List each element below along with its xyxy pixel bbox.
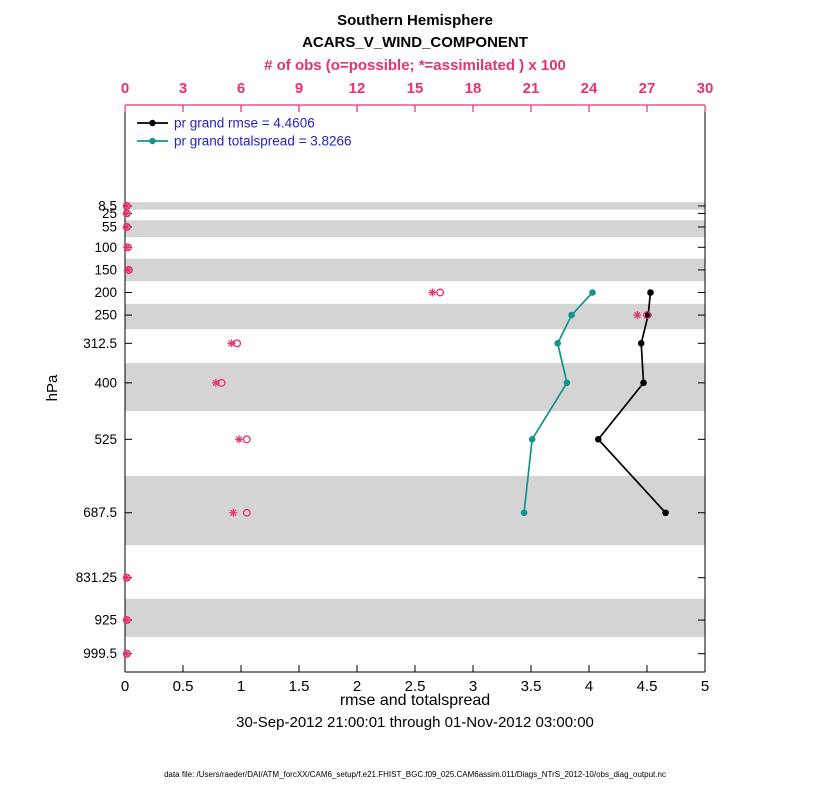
x-tick-label: 1 bbox=[237, 678, 245, 695]
possible-obs-marker bbox=[242, 435, 251, 444]
x-tick-label: 1.5 bbox=[289, 678, 310, 695]
possible-obs-marker bbox=[436, 288, 445, 297]
pressure-bands bbox=[125, 202, 705, 637]
pressure-band bbox=[125, 220, 705, 238]
x-tick-label: 2 bbox=[353, 678, 361, 695]
possible-obs-marker bbox=[242, 508, 251, 517]
x-tick-label: 5 bbox=[701, 678, 709, 695]
assimilated-obs-marker bbox=[235, 435, 244, 444]
obs-tick-label: 6 bbox=[237, 80, 245, 97]
chart-subtitle: ACARS_V_WIND_COMPONENT bbox=[302, 34, 528, 51]
assimilated-obs-marker bbox=[122, 649, 131, 658]
legend: pr grand rmse = 4.4606 pr grand totalspre… bbox=[137, 116, 352, 149]
pressure-tick-label: 312.5 bbox=[83, 336, 117, 351]
obs-tick-label: 3 bbox=[179, 80, 187, 97]
totalspread-point bbox=[554, 340, 561, 347]
x-tick-label: 4 bbox=[585, 678, 593, 695]
pressure-tick-label: 55 bbox=[102, 219, 117, 234]
pressure-band bbox=[125, 476, 705, 546]
pressure-band bbox=[125, 598, 705, 637]
rmse-point bbox=[637, 340, 645, 347]
obs-tick-label: 18 bbox=[465, 80, 482, 97]
legend-rmse-label: pr grand rmse = 4.4606 bbox=[174, 116, 315, 131]
obs-tick-label: 12 bbox=[349, 80, 366, 97]
assimilated-obs-marker bbox=[122, 201, 131, 210]
totalspread-point bbox=[568, 311, 575, 319]
pressure-tick-label: 400 bbox=[94, 375, 117, 390]
pressure-tick-label: 525 bbox=[94, 432, 117, 447]
legend-rmse-marker bbox=[149, 119, 156, 127]
pressure-tick-label: 150 bbox=[94, 262, 117, 277]
rmse-point bbox=[594, 436, 602, 443]
obs-axis-ticks: 0 3 6 9 12 15 18 21 24 27 30 bbox=[121, 80, 714, 112]
legend-spread-label: pr grand totalspread = 3.8266 bbox=[174, 134, 352, 149]
possible-obs-marker bbox=[643, 311, 651, 320]
pressure-tick-label: 200 bbox=[94, 285, 117, 300]
obs-tick-label: 15 bbox=[407, 80, 424, 97]
pressure-tick-label: 250 bbox=[94, 308, 117, 323]
assimilated-obs-marker bbox=[122, 222, 131, 231]
assimilated-obs-marker bbox=[229, 508, 238, 517]
x-tick-label: 3.5 bbox=[521, 678, 542, 695]
obs-tick-label: 21 bbox=[523, 80, 540, 97]
pressure-tick-label: 100 bbox=[94, 240, 117, 255]
totalspread-point bbox=[589, 289, 596, 296]
pressure-tick-label: 8.5 bbox=[98, 198, 117, 213]
pressure-tick-label: 925 bbox=[94, 613, 117, 628]
assimilated-obs-marker bbox=[428, 288, 437, 297]
obs-count-markers bbox=[122, 201, 651, 658]
pressure-tick-label: 687.5 bbox=[83, 505, 117, 520]
x-axis-ticks: 0 0.5 1 1.5 2 2.5 3 3.5 4 4.5 5 bbox=[121, 665, 709, 695]
obs-tick-label: 0 bbox=[121, 80, 129, 97]
pressure-tick-label: 999.5 bbox=[83, 646, 117, 661]
assimilated-obs-marker bbox=[633, 311, 642, 320]
pressure-band bbox=[125, 258, 705, 282]
pressure-band bbox=[125, 303, 705, 330]
rmse-point bbox=[640, 379, 647, 387]
obs-tick-label: 27 bbox=[639, 80, 656, 97]
chart-title: Southern Hemisphere bbox=[337, 12, 493, 29]
rmse-line bbox=[597, 292, 667, 514]
timespan-label: 30-Sep-2012 21:00:01 through 01-Nov-2012… bbox=[236, 714, 594, 731]
obs-tick-label: 24 bbox=[581, 80, 598, 97]
obs-axis-title: # of obs (o=possible; *=assimilated ) x … bbox=[264, 57, 566, 74]
x-tick-label: 4.5 bbox=[637, 678, 658, 695]
x-axis-label: rmse and totalspread bbox=[339, 692, 491, 709]
pressure-band bbox=[125, 363, 705, 412]
assimilated-obs-marker bbox=[122, 209, 131, 218]
datafile-label: data file: /Users/raeder/DAI/ATM_forcXX/… bbox=[164, 770, 666, 779]
totalspread-point bbox=[563, 379, 571, 387]
pressure-band bbox=[125, 202, 705, 210]
pressure-tick-label: 25 bbox=[102, 206, 117, 221]
rmse-point bbox=[662, 509, 669, 517]
totalspread-point bbox=[528, 436, 536, 443]
y-axis-title: hPa bbox=[44, 374, 61, 401]
obs-tick-label: 9 bbox=[295, 80, 303, 97]
rmse-point bbox=[647, 289, 654, 296]
assimilated-obs-marker bbox=[227, 339, 236, 348]
assimilated-obs-marker bbox=[123, 265, 132, 274]
x-tick-label: 2.5 bbox=[405, 678, 426, 695]
pressure-tick-label: 831.25 bbox=[76, 570, 117, 585]
x-tick-label: 0 bbox=[121, 678, 129, 695]
totalspread-line bbox=[523, 291, 594, 513]
legend-spread-marker bbox=[149, 137, 156, 145]
assimilated-obs-marker bbox=[211, 378, 220, 387]
totalspread-point bbox=[520, 509, 528, 517]
obs-tick-label: 30 bbox=[697, 80, 714, 97]
assimilated-obs-marker bbox=[122, 573, 131, 582]
x-tick-label: 0.5 bbox=[173, 678, 194, 695]
assimilated-obs-marker bbox=[122, 616, 131, 625]
assimilated-obs-marker bbox=[122, 243, 131, 252]
x-tick-label: 3 bbox=[469, 678, 477, 695]
